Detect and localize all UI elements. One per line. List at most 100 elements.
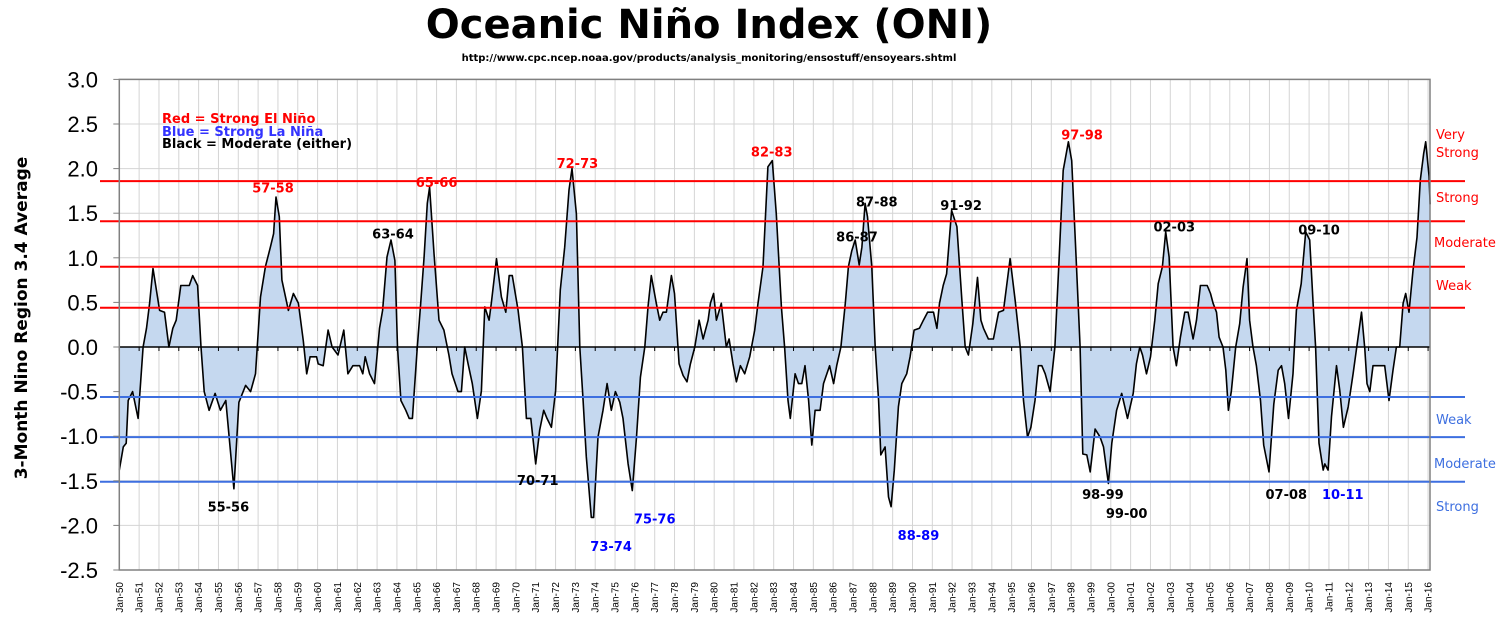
event-label: 63-64 bbox=[372, 228, 414, 243]
y-tick-label: 2.0 bbox=[67, 157, 98, 182]
x-tick-label: Jan-89 bbox=[888, 582, 899, 613]
event-label: 10-11 bbox=[1322, 488, 1364, 503]
x-tick-label: Jan-53 bbox=[174, 582, 185, 613]
plot-border bbox=[118, 78, 1431, 571]
x-tick-label: Jan-12 bbox=[1344, 582, 1355, 613]
event-label: 57-58 bbox=[252, 181, 294, 196]
event-label: 88-89 bbox=[898, 529, 940, 544]
x-tick-label: Jan-15 bbox=[1404, 582, 1415, 613]
x-tick-label: Jan-76 bbox=[630, 582, 641, 613]
x-tick-label: Jan-00 bbox=[1106, 582, 1117, 613]
x-tick-label: Jan-72 bbox=[551, 582, 562, 613]
source-url: http://www.cpc.ncep.noaa.gov/products/an… bbox=[461, 53, 957, 64]
x-tick-label: Jan-51 bbox=[135, 582, 146, 613]
x-tick-label: Jan-78 bbox=[670, 582, 681, 613]
event-label: 70-71 bbox=[517, 474, 559, 489]
chart-title: Oceanic Niño Index (ONI) bbox=[425, 2, 993, 48]
x-tick-label: Jan-86 bbox=[829, 582, 840, 613]
y-tick-label: -0.5 bbox=[60, 380, 98, 405]
label-la-nina-strong: Strong bbox=[1436, 500, 1479, 515]
x-tick-label: Jan-11 bbox=[1324, 582, 1335, 612]
legend-moderate: Black = Moderate (either) bbox=[162, 137, 353, 152]
event-label: 98-99 bbox=[1082, 488, 1124, 503]
x-tick-label: Jan-10 bbox=[1305, 582, 1316, 613]
y-tick-label: -1.5 bbox=[60, 469, 98, 494]
event-label: 99-00 bbox=[1106, 507, 1148, 522]
x-tick-label: Jan-50 bbox=[115, 582, 126, 613]
x-tick-label: Jan-74 bbox=[591, 582, 602, 613]
event-label: 02-03 bbox=[1153, 221, 1195, 236]
x-tick-label: Jan-88 bbox=[868, 582, 879, 613]
event-label: 55-56 bbox=[208, 501, 250, 516]
x-tick-label: Jan-64 bbox=[392, 582, 403, 613]
x-tick-label: Jan-14 bbox=[1384, 582, 1395, 613]
x-tick-label: Jan-99 bbox=[1086, 582, 1097, 613]
event-label: 97-98 bbox=[1061, 129, 1103, 144]
label-el-nino-weak: Weak bbox=[1436, 279, 1472, 294]
x-tick-label: Jan-55 bbox=[214, 582, 225, 613]
y-tick-label: 1.0 bbox=[67, 246, 98, 271]
x-tick-label: Jan-75 bbox=[611, 582, 622, 613]
x-tick-label: Jan-80 bbox=[710, 582, 721, 613]
oni-area-fill bbox=[119, 141, 1431, 518]
x-tick-label: Jan-01 bbox=[1126, 582, 1137, 613]
x-tick-label: Jan-82 bbox=[749, 582, 760, 613]
event-label: 86-87 bbox=[836, 230, 878, 245]
x-tick-label: Jan-79 bbox=[690, 582, 701, 613]
label-la-nina-weak: Weak bbox=[1436, 413, 1472, 428]
y-tick-label: 2.5 bbox=[67, 112, 98, 137]
x-tick-label: Jan-06 bbox=[1225, 582, 1236, 613]
oni-series-line bbox=[118, 141, 1431, 519]
x-tick-label: Jan-60 bbox=[313, 582, 324, 613]
label-el-nino-moderate: Moderate bbox=[1434, 236, 1496, 251]
x-tick-label: Jan-58 bbox=[273, 582, 284, 613]
x-tick-label: Jan-97 bbox=[1047, 582, 1058, 613]
y-axis-title: 3-Month Nino Region 3.4 Average bbox=[12, 157, 32, 480]
x-tick-label: Jan-93 bbox=[967, 582, 978, 613]
x-tick-label: Jan-59 bbox=[293, 582, 304, 613]
x-tick-label: Jan-85 bbox=[809, 582, 820, 613]
x-tick-label: Jan-61 bbox=[333, 582, 344, 613]
x-tick-label: Jan-73 bbox=[571, 582, 582, 613]
event-label: 73-74 bbox=[590, 540, 632, 555]
x-tick-label: Jan-84 bbox=[789, 582, 800, 613]
x-tick-label: Jan-62 bbox=[353, 582, 364, 613]
x-tick-label: Jan-13 bbox=[1364, 582, 1375, 613]
x-tick-label: Jan-77 bbox=[650, 582, 661, 613]
x-tick-label: Jan-08 bbox=[1265, 582, 1276, 613]
event-label: 82-83 bbox=[751, 146, 793, 161]
event-label: 72-73 bbox=[557, 157, 599, 172]
event-label: 09-10 bbox=[1298, 223, 1340, 238]
x-tick-label: Jan-95 bbox=[1007, 582, 1018, 613]
x-tick-label: Jan-63 bbox=[373, 582, 384, 613]
x-tick-label: Jan-54 bbox=[194, 582, 205, 613]
x-tick-label: Jan-57 bbox=[254, 582, 265, 613]
x-tick-label: Jan-92 bbox=[948, 582, 959, 613]
event-label: 91-92 bbox=[940, 199, 982, 214]
x-tick-label: Jan-68 bbox=[472, 582, 483, 613]
x-tick-label: Jan-71 bbox=[531, 582, 542, 613]
x-tick-label: Jan-56 bbox=[234, 582, 245, 613]
label-el-nino-strong: Strong bbox=[1436, 191, 1479, 206]
legend-strong-el-nino: Red = Strong El Niño bbox=[162, 112, 316, 127]
x-tick-label: Jan-16 bbox=[1424, 582, 1435, 613]
event-label: 07-08 bbox=[1266, 488, 1308, 503]
x-tick-label: Jan-94 bbox=[987, 582, 998, 613]
x-tick-label: Jan-65 bbox=[412, 582, 423, 613]
x-tick-label: Jan-52 bbox=[154, 582, 165, 613]
event-label: 65-66 bbox=[416, 176, 458, 191]
y-tick-label: -2.0 bbox=[60, 513, 98, 538]
x-tick-label: Jan-09 bbox=[1285, 582, 1296, 613]
x-tick-label: Jan-91 bbox=[928, 582, 939, 613]
label-el-nino-very-strong: Very Strong bbox=[1436, 128, 1479, 161]
y-tick-label: 1.5 bbox=[67, 201, 98, 226]
y-tick-label: -1.0 bbox=[60, 424, 98, 449]
x-tick-label: Jan-96 bbox=[1027, 582, 1038, 613]
label-la-nina-moderate: Moderate bbox=[1434, 457, 1496, 472]
x-tick-label: Jan-87 bbox=[849, 582, 860, 613]
x-tick-label: Jan-04 bbox=[1186, 582, 1197, 613]
x-tick-label: Jan-90 bbox=[908, 582, 919, 613]
legend-strong-la-nina: Blue = Strong La Niña bbox=[162, 124, 324, 140]
y-tick-label: 0.5 bbox=[67, 290, 98, 315]
